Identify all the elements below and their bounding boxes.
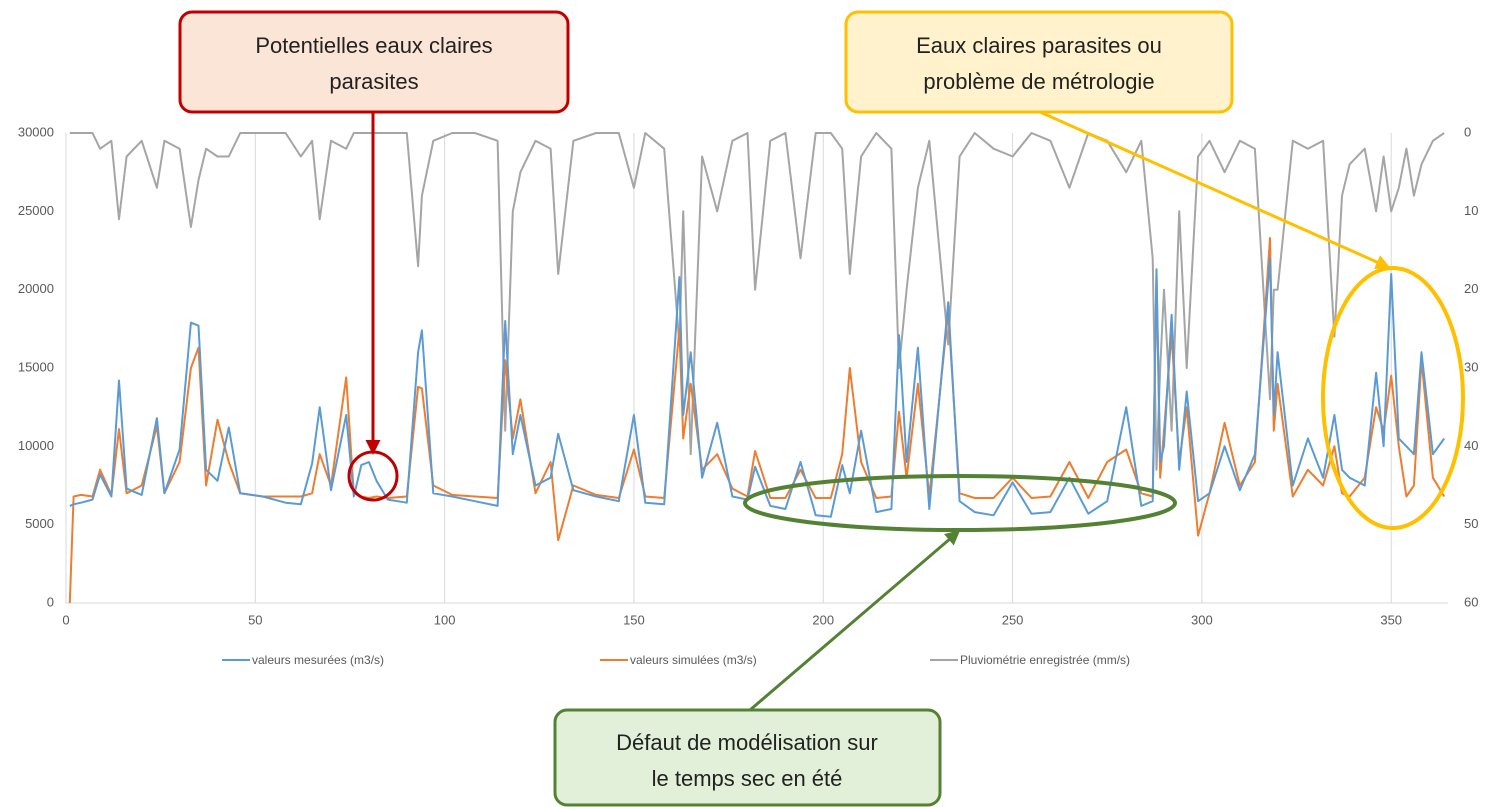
annotation-arrow [749, 530, 961, 712]
y-tick-label: 15000 [18, 359, 54, 374]
y2-tick-label: 10 [1464, 203, 1478, 218]
annotation-ellipse [1321, 266, 1465, 530]
x-tick-label: 350 [1380, 612, 1402, 627]
annotation-text: parasites [329, 69, 418, 94]
x-tick-label: 250 [1002, 612, 1024, 627]
annotation-box [178, 10, 570, 114]
y-tick-label: 0 [47, 594, 54, 609]
series-line [68, 237, 1446, 604]
annotation-circle [347, 450, 399, 502]
y-tick-label: 20000 [18, 281, 54, 296]
x-tick-label: 150 [623, 612, 645, 627]
x-tick-label: 0 [62, 612, 69, 627]
annotation-text: Eaux claires parasites ou [916, 33, 1162, 58]
series-line [69, 257, 1446, 518]
annotation-text: le temps sec en été [652, 766, 843, 791]
y2-tick-label: 40 [1464, 438, 1478, 453]
series-line [69, 132, 1445, 471]
legend-label: valeurs mesurées (m3/s) [252, 653, 384, 667]
annotation-ellipse [743, 474, 1177, 532]
x-tick-label: 50 [248, 612, 262, 627]
x-tick-label: 200 [812, 612, 834, 627]
legend-label: valeurs simulées (m3/s) [630, 653, 757, 667]
y2-tick-label: 20 [1464, 281, 1478, 296]
y2-tick-label: 0 [1464, 124, 1471, 139]
plot-area: 0 50 100 150 200 250 300 3500500010000150002000… [18, 124, 1479, 667]
y-tick-label: 30000 [18, 124, 54, 139]
y2-tick-label: 50 [1464, 516, 1478, 531]
y-tick-label: 10000 [18, 438, 54, 453]
annotation-text: Potentielles eaux claires [255, 33, 492, 58]
y-tick-label: 5000 [25, 516, 54, 531]
annotation-text: Défaut de modélisation sur [616, 730, 878, 755]
annotation-arrow [1039, 110, 1391, 269]
annotation-box [844, 10, 1234, 114]
y2-tick-label: 60 [1464, 594, 1478, 609]
legend-label: Pluviométrie enregistrée (mm/s) [960, 653, 1130, 667]
annotation-shapes [347, 110, 1465, 712]
y2-tick-label: 30 [1464, 359, 1478, 374]
annotation-text: problème de métrologie [923, 69, 1154, 94]
x-tick-label: 100 [434, 612, 456, 627]
x-tick-label: 300 [1191, 612, 1213, 627]
annotation-box [553, 708, 942, 807]
y-tick-label: 25000 [18, 203, 54, 218]
